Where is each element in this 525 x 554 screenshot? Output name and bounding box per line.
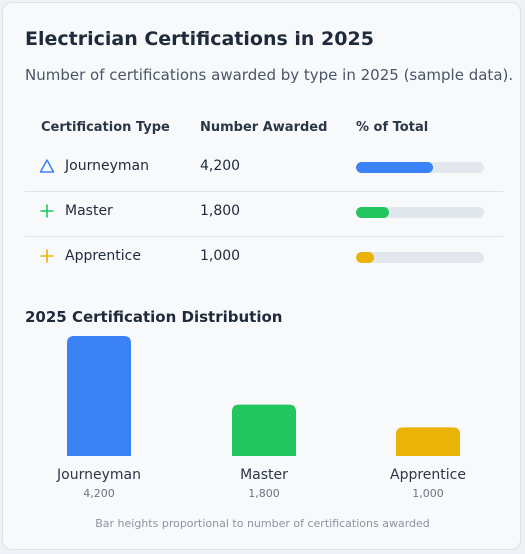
- value-label: 1,000: [412, 487, 444, 500]
- row-count: 1,800: [200, 203, 241, 219]
- page-title: Electrician Certifications in 2025: [25, 28, 374, 50]
- row-count: 1,000: [200, 248, 241, 264]
- percent-bar-fill: [356, 207, 389, 218]
- plus-icon: [40, 249, 54, 263]
- percent-bar-fill: [356, 162, 433, 173]
- row-label: Journeyman: [65, 158, 149, 174]
- chart-card: Electrician Certifications in 2025 Numbe…: [2, 2, 521, 550]
- triangle-icon: [39, 159, 55, 173]
- percent-bar-track: [356, 207, 484, 218]
- row-label: Apprentice: [65, 248, 141, 264]
- bar-chart: Journeyman 4,200 Master 1,800 Apprentice 1,00…: [56, 336, 466, 500]
- percent-bar-fill: [356, 252, 375, 263]
- column-header-type: Certification Type: [41, 120, 170, 135]
- column-header-count: Number Awarded: [200, 120, 328, 135]
- bar-journeyman: [67, 336, 131, 456]
- table-row-apprentice: Apprentice 1,000: [25, 236, 503, 281]
- category-label: Journeyman: [56, 467, 141, 483]
- row-count: 4,200: [200, 158, 241, 174]
- category-label: Master: [240, 467, 288, 483]
- table-row-master: Master 1,800: [25, 191, 503, 237]
- bar-master: [232, 404, 296, 456]
- table-row-journeyman: Journeyman 4,200: [25, 146, 503, 192]
- category-label: Apprentice: [390, 467, 466, 483]
- chart-title: 2025 Certification Distribution: [25, 308, 283, 326]
- value-label: 1,800: [248, 487, 280, 500]
- page-subtitle: Number of certifications awarded by type…: [25, 66, 514, 84]
- row-label: Master: [65, 203, 113, 219]
- chart-footnote: Bar heights proportional to number of ce…: [95, 517, 430, 530]
- value-label: 4,200: [83, 487, 115, 500]
- plus-icon: [40, 204, 54, 218]
- bar-apprentice: [396, 427, 460, 456]
- column-header-percent: % of Total: [356, 120, 429, 135]
- percent-bar-track: [356, 252, 484, 263]
- percent-bar-track: [356, 162, 484, 173]
